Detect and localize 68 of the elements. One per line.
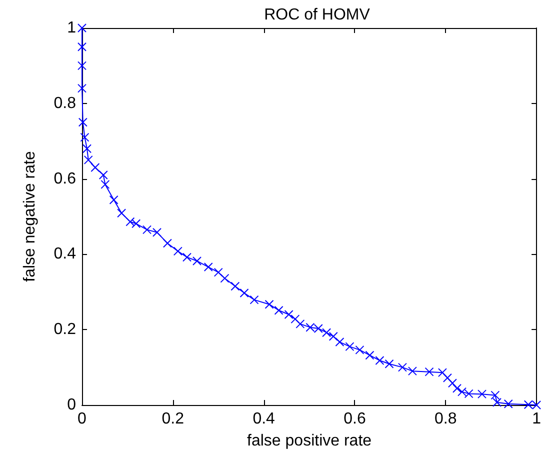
y-axis-title: false negative rate xyxy=(22,151,38,282)
x-tick-label: 0.6 xyxy=(344,410,366,428)
y-tick-label: 0 xyxy=(67,396,76,414)
point xyxy=(532,400,542,410)
point xyxy=(78,61,86,70)
point xyxy=(398,362,407,372)
point xyxy=(214,268,223,277)
y-tick-label: 0.2 xyxy=(54,321,76,338)
point xyxy=(306,322,315,332)
point xyxy=(220,274,230,283)
point xyxy=(365,350,374,360)
x-tick-label: 0 xyxy=(78,410,87,428)
point xyxy=(230,282,240,291)
point xyxy=(464,389,474,398)
point xyxy=(375,356,384,366)
point xyxy=(142,225,152,234)
point xyxy=(524,400,533,410)
point xyxy=(204,262,213,272)
point xyxy=(355,345,364,354)
point xyxy=(162,238,172,248)
point xyxy=(408,366,417,376)
point xyxy=(442,373,452,382)
point xyxy=(458,387,467,396)
point xyxy=(335,338,344,347)
point xyxy=(78,42,86,52)
x-tick-label: 0.2 xyxy=(162,410,184,428)
point xyxy=(117,208,126,218)
point xyxy=(264,300,274,309)
point xyxy=(109,195,118,204)
point xyxy=(322,328,332,338)
point xyxy=(438,368,447,378)
point xyxy=(192,256,202,266)
y-tick-label: 0.6 xyxy=(54,170,76,188)
point xyxy=(132,219,141,228)
x-tick-label: 0.4 xyxy=(252,410,276,428)
point xyxy=(448,378,457,388)
y-tick-label: 0.8 xyxy=(54,94,76,112)
point xyxy=(284,310,294,320)
point xyxy=(478,390,487,399)
x-tick-label: 0.8 xyxy=(434,410,457,428)
point xyxy=(182,252,192,262)
point xyxy=(82,144,92,154)
chart-title: ROC of HOMV xyxy=(264,6,370,24)
point xyxy=(152,228,162,237)
point xyxy=(78,84,86,93)
point xyxy=(78,24,86,32)
point xyxy=(328,332,338,341)
x-tick-label: 1 xyxy=(532,410,542,428)
point xyxy=(452,384,462,393)
point xyxy=(126,217,135,226)
x-axis-title: false positive rate xyxy=(247,432,372,450)
point xyxy=(274,306,284,315)
point xyxy=(84,155,93,164)
point xyxy=(80,132,90,142)
point xyxy=(384,359,394,368)
point xyxy=(90,162,100,172)
point xyxy=(78,118,88,127)
point xyxy=(296,319,305,328)
point xyxy=(173,246,182,256)
point xyxy=(504,399,513,408)
point xyxy=(250,295,259,304)
point xyxy=(240,288,249,298)
point xyxy=(424,367,434,376)
point xyxy=(314,324,323,333)
y-tick-label: 1 xyxy=(67,20,76,36)
point xyxy=(290,314,300,324)
point xyxy=(345,342,354,352)
y-tick-label: 0.4 xyxy=(54,246,76,263)
